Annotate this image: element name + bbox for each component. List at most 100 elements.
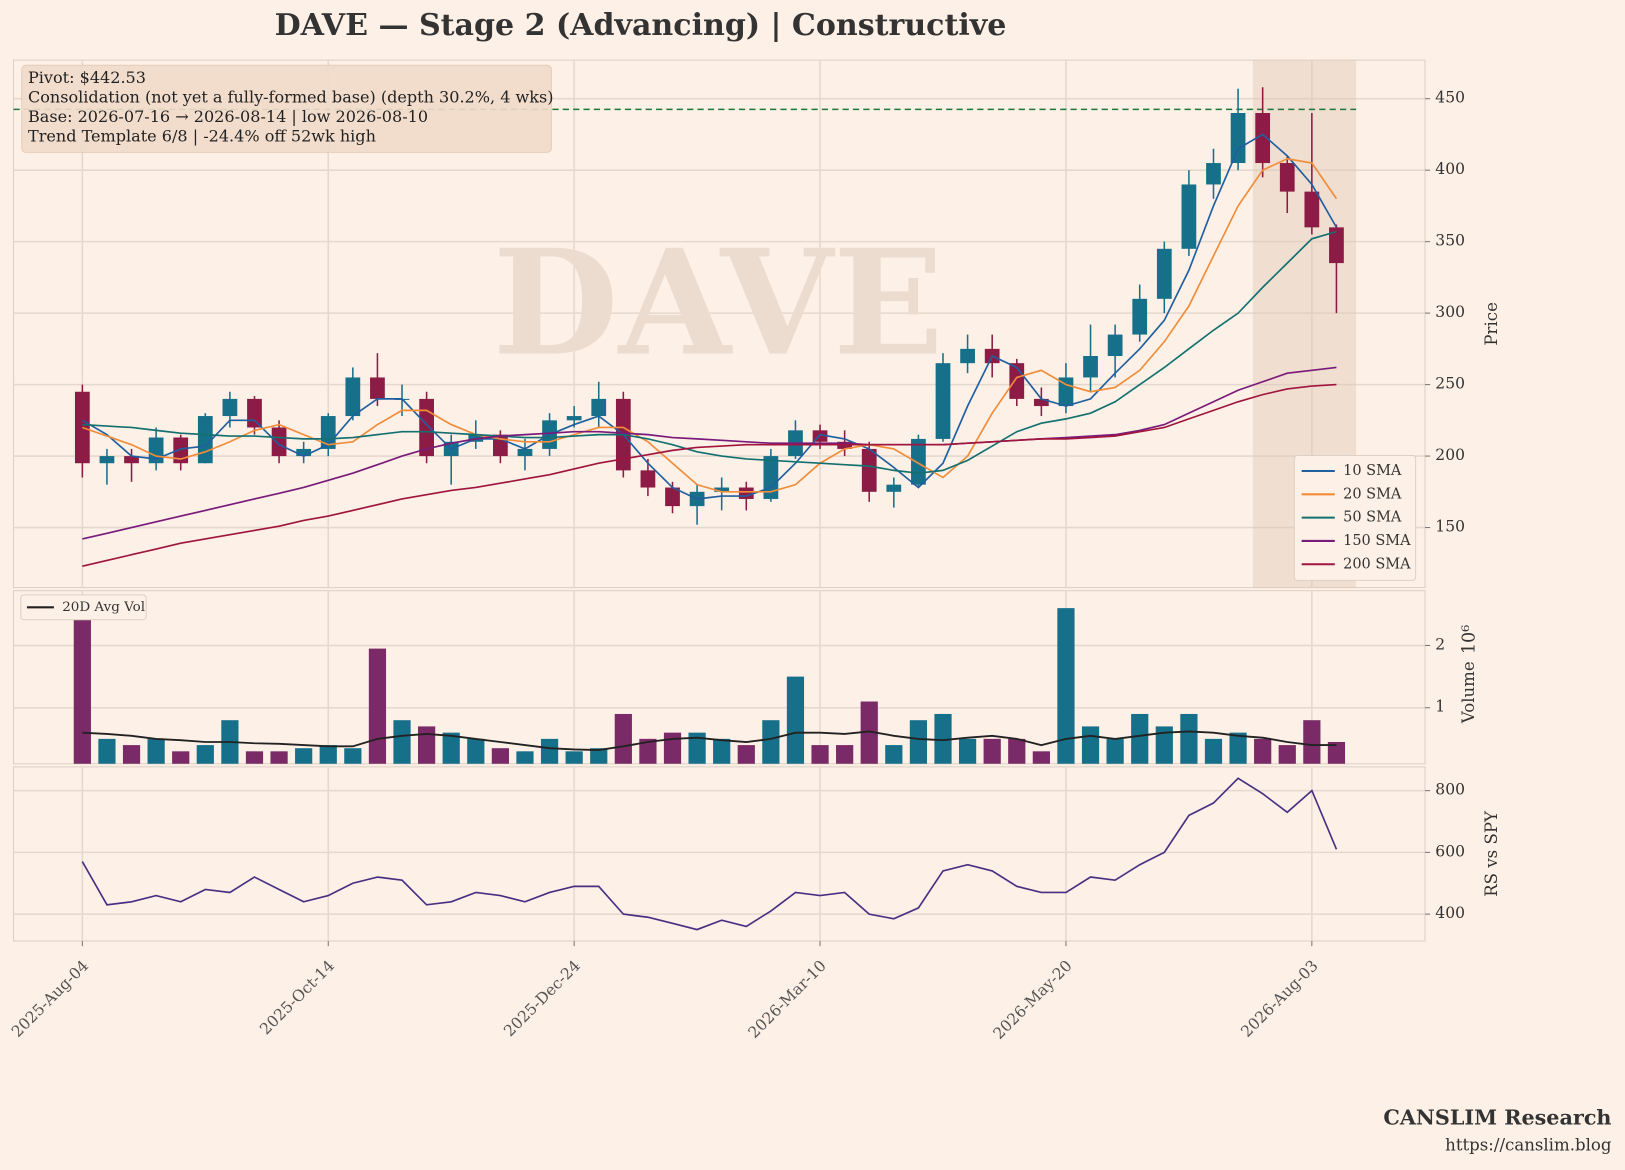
volume-bar — [393, 720, 411, 764]
candle-body — [222, 398, 238, 417]
sma-line — [82, 383, 1337, 567]
volume-bar — [368, 648, 387, 764]
volume-bar — [1106, 738, 1124, 764]
candle-body — [640, 470, 656, 488]
legend-box — [20, 594, 147, 621]
y-axis-label: RS vs SPY — [1482, 810, 1501, 897]
volume-bar — [1278, 745, 1296, 764]
volume-bar — [147, 738, 165, 764]
annotation-text: Consolidation (not yet a fully-formed ba… — [28, 88, 553, 107]
candle-body — [517, 448, 533, 457]
volume-bar — [1204, 738, 1223, 764]
volume-bar — [713, 738, 731, 764]
plot-area — [12, 59, 1426, 589]
y-tick-label: 600 — [1435, 842, 1465, 860]
candle-body — [271, 427, 287, 457]
candle-body — [1083, 356, 1098, 378]
candle-body — [738, 487, 754, 499]
rs-line — [81, 777, 1338, 931]
candle-body — [173, 437, 189, 464]
candle-body — [1279, 163, 1295, 192]
candle-body — [296, 448, 312, 457]
candle-body — [1107, 334, 1123, 357]
volume-bar — [885, 745, 903, 764]
volume-bar — [319, 745, 337, 764]
annotation-text: Trend Template 6/8 | -24.4% off 52wk hig… — [28, 126, 376, 145]
candle-body — [812, 430, 828, 442]
annotation-text: Base: 2026-07-16 → 2026-08-14 | low 2026… — [28, 107, 428, 126]
volume-bar — [418, 726, 436, 764]
sma-line — [82, 366, 1337, 540]
volume-bar — [1131, 713, 1149, 764]
volume-bar — [73, 614, 91, 764]
annotation-box — [21, 64, 552, 153]
y-tick-label: 1 — [1435, 698, 1445, 716]
candle-body — [861, 448, 877, 492]
candle-body — [1255, 112, 1271, 164]
volume-bar — [98, 738, 116, 764]
candle-body — [591, 398, 607, 417]
volume-bar — [639, 738, 657, 764]
candle-body — [1230, 112, 1246, 164]
volume-bar — [909, 720, 928, 764]
candle-body — [197, 416, 213, 464]
chart-title: DAVE — Stage 2 (Advancing) | Constructiv… — [275, 8, 1007, 43]
candle-body — [1058, 377, 1074, 407]
candle-body — [1033, 398, 1049, 407]
volume-bar — [467, 738, 485, 764]
legend-label: 150 SMA — [1343, 533, 1411, 549]
candle-body — [247, 398, 262, 428]
y-tick-label: 800 — [1435, 781, 1465, 799]
volume-bar — [1155, 726, 1173, 764]
volume-bar — [295, 748, 313, 764]
y-tick-label: 400 — [1435, 904, 1465, 922]
volume-bar — [1327, 741, 1346, 764]
candle-body — [1181, 184, 1197, 249]
volume-bar — [516, 751, 534, 764]
candle-body — [886, 484, 902, 492]
candle-body — [370, 377, 385, 399]
volume-bar — [172, 751, 190, 764]
volume-bar — [1229, 732, 1247, 764]
volume-bar — [1254, 738, 1272, 764]
volume-bar — [663, 732, 682, 764]
y-axis-label: Volume — [1459, 661, 1478, 724]
volume-bar — [836, 745, 854, 764]
y-tick-label: 450 — [1435, 89, 1465, 107]
candle-body — [1206, 163, 1221, 185]
volume-bar — [688, 732, 706, 764]
sma-line — [82, 157, 1338, 493]
volume-bar — [860, 701, 878, 764]
volume-bar — [983, 738, 1001, 764]
legend-label: 10 SMA — [1343, 463, 1402, 479]
volume-bar — [196, 745, 214, 764]
y-tick-label: 2 — [1435, 635, 1445, 653]
volume-bar — [565, 751, 583, 764]
y-tick-label: 250 — [1435, 375, 1465, 393]
volume-bar — [811, 745, 829, 764]
candle-body — [345, 377, 361, 417]
volume-bar — [245, 751, 264, 764]
candle-body — [124, 456, 139, 464]
y-tick-label: 150 — [1435, 518, 1465, 536]
candle-body — [935, 363, 951, 439]
annotation-text: Pivot: $442.53 — [28, 68, 146, 87]
volume-bar — [934, 713, 952, 764]
candle-body — [665, 487, 680, 507]
volume-bar — [1032, 751, 1050, 764]
candle-body — [960, 348, 975, 364]
y-axis-label: Price — [1482, 302, 1501, 345]
candle-body — [1304, 191, 1320, 228]
footer-brand: CANSLIM Research — [1383, 1106, 1611, 1130]
y-tick-label: 200 — [1435, 446, 1465, 464]
y-tick-label: 400 — [1435, 160, 1465, 178]
legend-label: 50 SMA — [1343, 510, 1402, 526]
volume-bar — [1303, 720, 1321, 764]
volume-bar — [491, 748, 509, 764]
volume-bar — [958, 738, 977, 764]
y-offset-label: 10⁶ — [1460, 625, 1480, 654]
volume-bar — [1057, 608, 1075, 764]
